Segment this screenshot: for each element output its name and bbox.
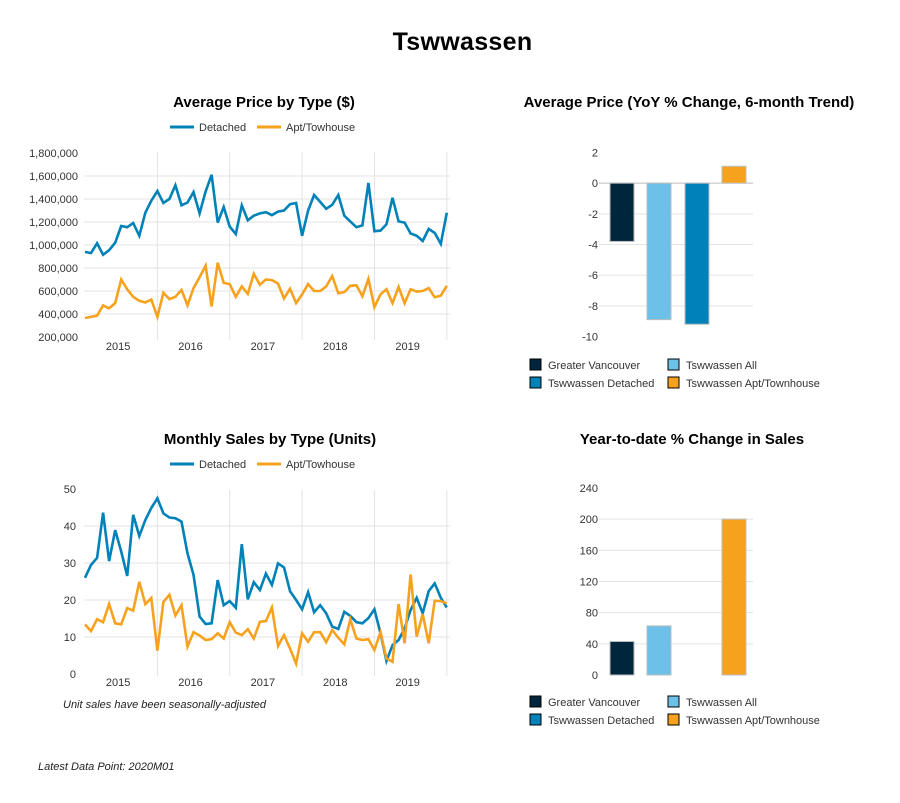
legend-label: Detached (199, 122, 246, 134)
legend-label: Tswwassen Detached (548, 715, 654, 727)
legend-swatch (667, 695, 680, 708)
y-tick-label: 1,800,000 (29, 148, 78, 160)
bar-tswwassen-apt (721, 518, 747, 676)
y-tick-label: 1,200,000 (29, 217, 78, 229)
avg-price-chart: Detached Apt/Towhouse 200,000 400,000 600,00… (29, 122, 450, 353)
yoy-price-panel: Average Price (YoY % Change, 6-month Tre… (0, 0, 900, 400)
x-tick-label: 2016 (178, 677, 202, 689)
y-tick-label: 400,000 (38, 309, 78, 321)
y-tick-label: 80 (586, 608, 598, 620)
series-line-detached (83, 495, 448, 666)
y-tick-label: 20 (64, 595, 76, 607)
y-tick-label: 240 (580, 483, 598, 495)
legend-label: Apt/Towhouse (286, 122, 355, 134)
monthly-sales-panel: Monthly Sales by Type (Units) Detached Ap… (63, 431, 450, 711)
x-tick-label: 2015 (106, 677, 130, 689)
y-tick-label: 1,600,000 (29, 171, 78, 183)
legend-label: Tswwassen Detached (548, 378, 654, 390)
y-tick-label: 50 (64, 484, 76, 496)
y-tick-label: 160 (580, 545, 598, 557)
series-line-apt (84, 574, 448, 669)
y-tick-label: 600,000 (38, 286, 78, 298)
latest-data-point: Latest Data Point: 2020M01 (38, 761, 175, 773)
legend-label: Tswwassen Apt/Townhouse (686, 378, 820, 390)
bar-tswwassen-all (646, 182, 672, 321)
x-tick-label: 2017 (251, 677, 275, 689)
legend-swatch (529, 358, 542, 371)
monthly-sales-chart: Detached Apt/Towhouse 0 10 20 30 40 50 2015 2016 2… (64, 459, 450, 689)
yoy-price-chart: -10 -8 -6 -4 -2 0 2 Greater Vancouver Tswwassen … (529, 148, 820, 390)
page-title: Tswwassen (392, 28, 533, 56)
y-tick-label: 30 (64, 558, 76, 570)
legend-swatch (529, 376, 542, 389)
x-tick-label: 2016 (178, 341, 202, 353)
chart-title: Average Price by Type ($) (173, 94, 355, 111)
x-tick-label: 2015 (106, 341, 130, 353)
y-tick-label: -6 (588, 270, 598, 282)
legend-label: Tswwassen All (686, 697, 757, 709)
y-tick-label: 0 (70, 669, 76, 681)
legend-swatch (529, 695, 542, 708)
legend-label: Apt/Towhouse (286, 459, 355, 471)
y-tick-label: 0 (592, 670, 598, 682)
y-tick-label: 40 (586, 639, 598, 651)
x-tick-label: 2019 (395, 677, 419, 689)
legend-swatch (529, 713, 542, 726)
bar-tswwassen-detached (684, 182, 710, 325)
y-tick-label: 1,400,000 (29, 194, 78, 206)
x-tick-label: 2019 (395, 341, 419, 353)
y-tick-label: -4 (588, 240, 598, 252)
avg-price-panel: Average Price by Type ($) Detached Apt/To… (0, 0, 460, 400)
y-tick-label: 2 (592, 148, 598, 160)
x-tick-label: 2018 (323, 677, 347, 689)
legend-swatch (667, 358, 680, 371)
chart-title: Average Price (YoY % Change, 6-month Tre… (523, 94, 855, 111)
y-tick-label: -2 (588, 209, 598, 221)
legend-swatch (667, 713, 680, 726)
x-tick-label: 2017 (251, 341, 275, 353)
x-tick-label: 2018 (323, 341, 347, 353)
y-tick-label: 40 (64, 521, 76, 533)
legend-label: Tswwassen All (686, 360, 757, 372)
bar-tswwassen-all (646, 625, 672, 676)
y-tick-label: -10 (582, 332, 598, 344)
chart-title: Year-to-date % Change in Sales (579, 431, 805, 448)
y-tick-label: 800,000 (38, 263, 78, 275)
y-tick-label: 200 (580, 514, 598, 526)
bar-tswwassen-apt (721, 165, 747, 184)
bar-greater-vancouver (609, 182, 635, 242)
legend-swatch (667, 376, 680, 389)
y-tick-label: 200,000 (38, 332, 78, 344)
seasonal-adjustment-note: Unit sales have been seasonally-adjusted (63, 699, 267, 711)
chart-title: Monthly Sales by Type (Units) (163, 431, 377, 448)
series-line-detached (84, 174, 449, 257)
y-tick-label: 0 (592, 178, 598, 190)
legend-label: Detached (199, 459, 246, 471)
series-line-apt (84, 261, 448, 322)
y-tick-label: -8 (588, 301, 598, 313)
y-tick-label: 10 (64, 632, 76, 644)
legend-label: Greater Vancouver (548, 697, 640, 709)
y-tick-label: 120 (580, 577, 598, 589)
legend-label: Tswwassen Apt/Townhouse (686, 715, 820, 727)
bar-greater-vancouver (609, 640, 635, 676)
legend-label: Greater Vancouver (548, 360, 640, 372)
y-tick-label: 1,000,000 (29, 240, 78, 252)
